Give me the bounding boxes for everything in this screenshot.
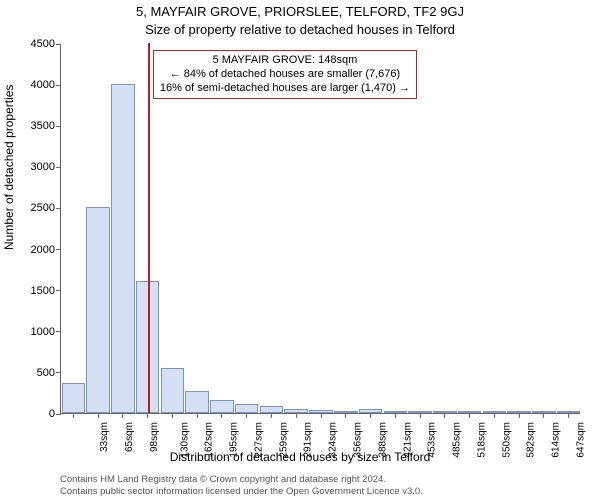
xtick-mark (246, 413, 247, 418)
xtick-label: 33sqm (99, 422, 110, 452)
xtick-mark (444, 413, 445, 418)
footer-line2: Contains public sector information licen… (60, 486, 423, 498)
xtick-mark (469, 413, 470, 418)
chart-title-line2: Size of property relative to detached ho… (0, 22, 600, 37)
ytick-mark (56, 290, 61, 291)
histogram-bar (210, 400, 234, 413)
xtick-mark (73, 413, 74, 418)
chart-title-line1: 5, MAYFAIR GROVE, PRIORSLEE, TELFORD, TF… (0, 4, 600, 19)
chart-container: 5, MAYFAIR GROVE, PRIORSLEE, TELFORD, TF… (0, 0, 600, 500)
annotation-line: 16% of semi-detached houses are larger (… (160, 82, 410, 96)
xtick-mark (296, 413, 297, 418)
ytick-mark (56, 167, 61, 168)
histogram-bar (86, 207, 110, 413)
histogram-bar (185, 391, 209, 413)
xtick-mark (395, 413, 396, 418)
xtick-mark (345, 413, 346, 418)
ytick-mark (56, 249, 61, 250)
x-axis-label: Distribution of detached houses by size … (0, 450, 600, 464)
xtick-mark (221, 413, 222, 418)
xtick-mark (172, 413, 173, 418)
ytick-mark (56, 44, 61, 45)
ytick-label: 2000 (31, 244, 55, 256)
ytick-mark (56, 208, 61, 209)
ytick-label: 0 (49, 408, 55, 420)
reference-line (148, 43, 150, 413)
histogram-bar (111, 84, 135, 413)
footer-line1: Contains HM Land Registry data © Crown c… (60, 474, 423, 486)
xtick-mark (147, 413, 148, 418)
xtick-mark (271, 413, 272, 418)
xtick-mark (543, 413, 544, 418)
y-axis-label-text: Number of detached properties (2, 85, 16, 250)
ytick-mark (56, 126, 61, 127)
ytick-label: 4500 (31, 38, 55, 50)
annotation-box: 5 MAYFAIR GROVE: 148sqm← 84% of detached… (153, 50, 417, 99)
xtick-label: 98sqm (149, 422, 160, 452)
ytick-label: 1000 (31, 326, 55, 338)
ytick-label: 1500 (31, 285, 55, 297)
ytick-label: 4000 (31, 79, 55, 91)
xtick-mark (568, 413, 569, 418)
ytick-mark (56, 331, 61, 332)
ytick-label: 500 (37, 367, 55, 379)
ytick-mark (56, 372, 61, 373)
xtick-mark (370, 413, 371, 418)
plot-area: 05001000150020002500300035004000450033sq… (60, 44, 580, 414)
xtick-mark (98, 413, 99, 418)
annotation-line: ← 84% of detached houses are smaller (7,… (160, 68, 410, 82)
ytick-label: 2500 (31, 202, 55, 214)
xtick-mark (519, 413, 520, 418)
ytick-label: 3000 (31, 161, 55, 173)
xtick-mark (494, 413, 495, 418)
footer-attribution: Contains HM Land Registry data © Crown c… (60, 474, 423, 498)
histogram-bar (161, 368, 185, 413)
xtick-mark (197, 413, 198, 418)
xtick-label: 65sqm (124, 422, 135, 452)
histogram-bar (62, 383, 86, 413)
xtick-mark (420, 413, 421, 418)
xtick-mark (122, 413, 123, 418)
ytick-mark (56, 414, 61, 415)
ytick-mark (56, 85, 61, 86)
y-axis-label: Number of detached properties (2, 85, 16, 250)
annotation-line: 5 MAYFAIR GROVE: 148sqm (160, 54, 410, 68)
histogram-bar (235, 404, 259, 413)
xtick-mark (321, 413, 322, 418)
ytick-label: 3500 (31, 120, 55, 132)
